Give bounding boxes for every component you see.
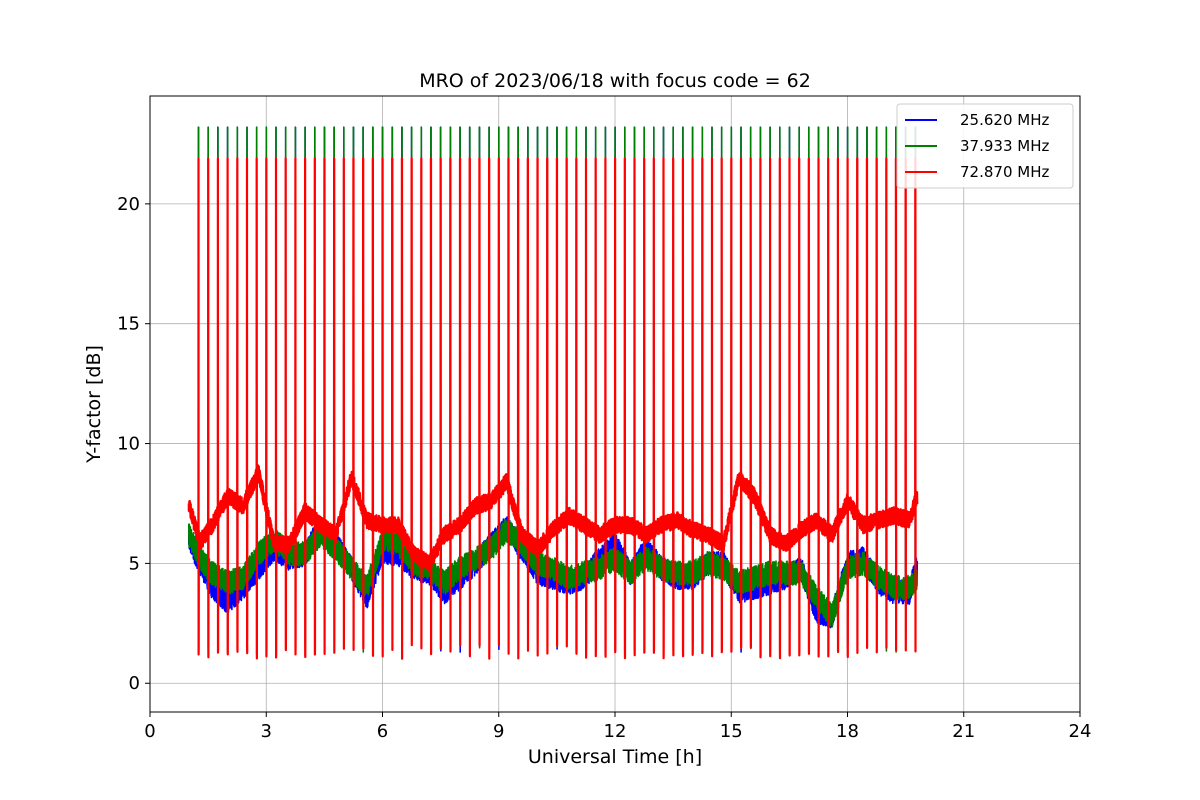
y-tick-label: 0 [129,673,140,694]
y-tick-label: 20 [117,194,140,215]
x-axis-label: Universal Time [h] [528,746,702,768]
x-tick-label: 6 [377,721,388,742]
y-tick-label: 15 [117,314,140,335]
series-line [187,157,919,660]
legend-label: 25.620 MHz [960,111,1049,129]
legend-box [896,103,1074,189]
legend-label: 72.870 MHz [960,163,1049,181]
x-tick-label: 12 [604,721,627,742]
x-tick-label: 21 [952,721,975,742]
y-tick-label: 5 [129,553,140,574]
x-tick-label: 0 [144,721,155,742]
x-tick-label: 3 [261,721,272,742]
y-axis-label: Y-factor [dB] [83,345,105,464]
series-layer [187,126,919,660]
legend: 25.620 MHz 37.933 MHz 72.870 MHz [896,103,1074,189]
x-tick-label: 15 [720,721,743,742]
x-tick-label: 24 [1069,721,1092,742]
tick-layer: 0 3 6 9 12 15 18 21 24 0 5 10 15 20 [117,194,1091,742]
y-tick-label: 10 [117,434,140,455]
x-tick-label: 18 [836,721,859,742]
x-tick-label: 9 [493,721,504,742]
chart-title: MRO of 2023/06/18 with focus code = 62 [419,70,811,92]
series-line [188,126,919,653]
legend-label: 37.933 MHz [960,137,1049,155]
